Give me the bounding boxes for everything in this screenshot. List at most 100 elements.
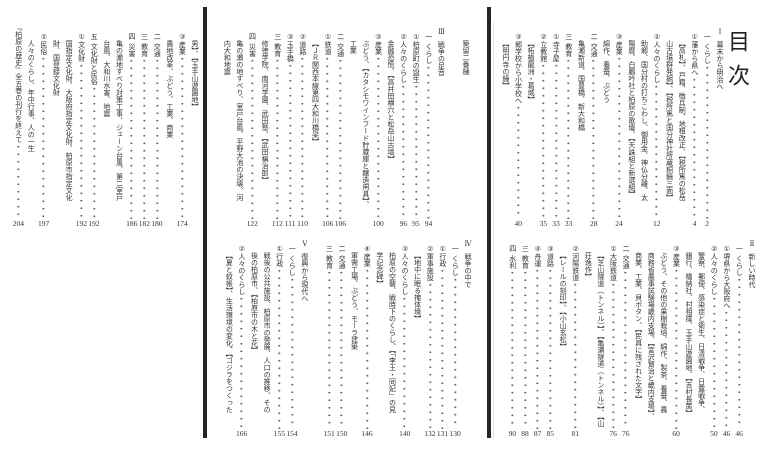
toc-entry[interactable]: ③ 人々のくらし 140	[398, 236, 411, 438]
toc-entry-text: 【芝山隧道（トンネル）】、【亀瀬隧道（トンネル）】、【山	[594, 236, 607, 454]
toc-entry[interactable]: ④ 舟運 87	[531, 236, 544, 438]
toc-entry[interactable]: 三教育 33	[562, 24, 575, 228]
dot-leader	[247, 57, 257, 219]
toc-entry[interactable]: 一くらし 46	[733, 236, 746, 438]
toc-entry[interactable]: ① 堺県から大阪府へ 46	[720, 236, 733, 438]
entry-title: 玉手橋	[286, 41, 295, 62]
toc-entry[interactable]: ④ 産業 146	[361, 236, 374, 438]
toc-entry-text: ぶどう、【カタシモワインフード貯蔵庫と醸造用具】、	[359, 24, 372, 244]
toc-entry[interactable]: 二交通 28	[587, 24, 600, 228]
entry-number: 二	[338, 245, 347, 252]
toc-entry[interactable]: 二交通 150	[335, 236, 348, 438]
toc-entry[interactable]: 二交通 180	[151, 24, 164, 228]
toc-entry-text: 後の柏原市、【柏原市の木と花】	[248, 236, 261, 454]
dot-leader	[545, 267, 555, 429]
toc-entry-text: 金融恐慌、【高井田横穴と松岳山古墳】	[384, 24, 397, 244]
page-number: 192	[88, 219, 100, 228]
entry-title: 河陽鉄道	[571, 253, 580, 281]
toc-entry[interactable]: 三教育 88	[519, 236, 532, 438]
dot-leader	[438, 267, 447, 429]
dot-leader	[450, 276, 460, 429]
toc-entry[interactable]: 五文化財と民俗 192	[88, 24, 101, 228]
entry-number: 一	[424, 33, 433, 40]
toc-entry-text: Ⅲ 戦争の足音	[435, 24, 448, 228]
toc-entry[interactable]: ③ 産業 100	[372, 24, 385, 228]
toc-entry-text: 男】、【玉手山遊園地】	[188, 24, 201, 244]
toc-entry[interactable]: 二交通 76	[619, 236, 632, 438]
entry-title: 学記念碑】	[375, 252, 384, 287]
toc-entry[interactable]: 一くらし 2	[701, 24, 714, 228]
entry-title: 復興から現代へ	[300, 253, 309, 302]
entry-title: 金融恐慌、【高井田横穴と松岳山古墳】	[387, 40, 396, 163]
toc-entry[interactable]: ② 民俗 197	[37, 24, 50, 228]
entry-title: 銀行、橘納社、村相撲、玉手山遊園地、【吉村長策】	[685, 252, 694, 417]
entry-title: 男】、【玉手山遊園地】	[191, 40, 199, 110]
entry-title: 【地中に眠る掩体壕】	[413, 252, 422, 322]
toc-entry[interactable]: ① 寺子屋 33	[550, 24, 563, 228]
toc-entry[interactable]: 三教育 112	[271, 24, 284, 228]
entry-number: 三	[273, 33, 282, 40]
page-number: 50	[710, 429, 718, 438]
dot-leader	[690, 76, 699, 219]
toc-entry[interactable]: 一くらし 94	[422, 24, 435, 228]
entry-number: 四	[248, 33, 257, 40]
toc-entry[interactable]: 四災害 186	[125, 24, 138, 228]
toc-entry[interactable]: ② 人々のくらし 12	[650, 24, 663, 228]
toc-entry[interactable]: 三教育 182	[138, 24, 151, 228]
entry-title: 行政	[275, 253, 284, 267]
toc-entry-text: 警察、郵便、感染症と衛生、日清戦争、日露戦争、	[695, 236, 708, 454]
toc-entry[interactable]: ③ 郷学校から小学校へ 40	[512, 24, 525, 228]
toc-entry-text: 柏原の空襲、戦時下のくらし、【「李王・同妃」の見	[386, 236, 399, 454]
toc-entry[interactable]: ① 藩から県へ 4	[688, 24, 701, 228]
toc-entry[interactable]: ② 軍事施設 132	[424, 236, 437, 438]
toc-entry[interactable]: ② 人々のくらし 50	[708, 236, 721, 438]
toc-entry-text: 荘逸作】	[582, 236, 595, 454]
toc-entry[interactable]: ③ 産業 24	[613, 24, 626, 228]
dot-leader	[652, 83, 662, 219]
entry-number: ③	[546, 245, 555, 253]
dot-leader	[152, 57, 162, 219]
page-number: 186	[126, 219, 138, 228]
toc-entry[interactable]: ③ 道路 85	[544, 236, 557, 438]
page-number: 46	[722, 429, 731, 438]
toc-entry[interactable]: ① 大阪鉄道 76	[607, 236, 620, 438]
dot-leader	[399, 83, 408, 219]
toc-entry[interactable]: ① 行政 131	[436, 236, 449, 438]
page-number: 40	[514, 219, 522, 228]
toc-entry[interactable]: 一くらし 130	[449, 236, 462, 438]
toc-entry[interactable]: 三教育 151	[323, 236, 336, 438]
toc-entry[interactable]: 一くらし 154	[286, 236, 299, 438]
entry-title: くらし	[703, 43, 712, 64]
toc-entry[interactable]: 四災害 122	[246, 24, 259, 228]
toc-entry[interactable]: ① 行政 155	[273, 236, 286, 438]
entry-title: 産業	[615, 41, 624, 55]
entry-title: 財、国登録文化財	[52, 40, 61, 96]
toc-entry[interactable]: ② 人々のくらし 96	[397, 24, 410, 228]
toc-entry[interactable]: 四水利 90	[506, 236, 519, 438]
page-number: 90	[508, 429, 517, 438]
toc-entry[interactable]: ② 立教館 35	[537, 24, 550, 228]
toc-entry-text: 戦後の公共施設、柏原市の発展、人口の推移、その	[261, 236, 274, 454]
toc-entry[interactable]: ③ 産業 174	[176, 24, 189, 228]
toc-entry[interactable]: ② 人々のくらし 166	[235, 236, 248, 438]
toc-entry[interactable]: ② 道路 110	[296, 24, 309, 228]
entry-number: ①	[690, 33, 699, 41]
toc-entry[interactable]: ① 文化財 192	[75, 24, 88, 228]
toc-entry-text: 山古墳群発掘】、【税所篤と国分神社所蔵銅鏡三面】	[663, 24, 676, 244]
toc-entry-text: Ⅴ 復興から現代へ	[298, 236, 311, 438]
entry-title: 商務省農事試験場畿内支場、【宮沢賢治と畿内支場】、	[647, 252, 656, 420]
page-number: 150	[336, 429, 348, 438]
dot-leader	[425, 281, 435, 429]
toc-entry[interactable]: ③ 玉手橋 111	[284, 24, 297, 228]
page-number: 2	[705, 219, 709, 228]
entry-title: 郷学校から小学校へ	[514, 41, 523, 104]
entry-number: 二	[153, 33, 162, 40]
toc-entry[interactable]: 二交通 106	[334, 24, 347, 228]
toc-entry[interactable]: ③ 産業 60	[670, 236, 683, 438]
toc-entry[interactable]: ② 河陽鉄道 81	[569, 236, 582, 438]
entry-title: 亀瀬新道、国豊橋、新大和橋	[577, 40, 586, 131]
toc-entry[interactable]: ① 柏原町の誕生 95	[410, 24, 423, 228]
entry-title: 教育	[521, 255, 530, 269]
toc-entry[interactable]: ① 鉄道 106	[321, 24, 334, 228]
toc-entry[interactable]: 『柏原の歴史』全五巻の刊行を終えて 204	[12, 24, 25, 228]
